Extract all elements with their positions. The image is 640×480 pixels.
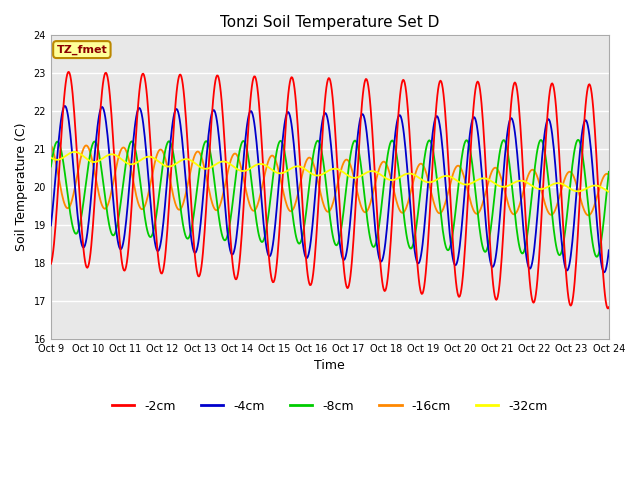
-2cm bbox=[604, 306, 612, 312]
-32cm bbox=[71, 149, 79, 155]
-2cm bbox=[399, 78, 406, 84]
-16cm bbox=[57, 187, 65, 193]
-16cm bbox=[115, 155, 122, 160]
-8cm bbox=[605, 169, 612, 175]
-4cm bbox=[605, 247, 612, 253]
-32cm bbox=[605, 189, 612, 195]
-16cm bbox=[47, 142, 55, 148]
-8cm bbox=[115, 216, 122, 221]
-2cm bbox=[415, 276, 422, 281]
Text: TZ_fmet: TZ_fmet bbox=[56, 45, 108, 55]
Line: -8cm: -8cm bbox=[51, 140, 609, 257]
Legend: -2cm, -4cm, -8cm, -16cm, -32cm: -2cm, -4cm, -8cm, -16cm, -32cm bbox=[107, 395, 553, 418]
-16cm bbox=[398, 210, 406, 216]
-2cm bbox=[65, 69, 72, 75]
-4cm bbox=[415, 260, 422, 266]
-4cm bbox=[399, 120, 406, 126]
-32cm bbox=[415, 175, 422, 180]
Line: -2cm: -2cm bbox=[51, 72, 609, 309]
-2cm bbox=[172, 97, 180, 103]
-2cm bbox=[202, 218, 209, 224]
-16cm bbox=[605, 172, 612, 178]
-2cm bbox=[605, 304, 612, 310]
-4cm bbox=[47, 223, 55, 228]
-8cm bbox=[201, 140, 209, 146]
X-axis label: Time: Time bbox=[314, 360, 345, 372]
-32cm bbox=[202, 166, 209, 172]
Line: -4cm: -4cm bbox=[51, 106, 609, 272]
-32cm bbox=[47, 155, 55, 160]
Title: Tonzi Soil Temperature Set D: Tonzi Soil Temperature Set D bbox=[220, 15, 440, 30]
-4cm bbox=[172, 107, 180, 112]
-8cm bbox=[398, 193, 406, 199]
Y-axis label: Soil Temperature (C): Soil Temperature (C) bbox=[15, 123, 28, 252]
-8cm bbox=[414, 211, 422, 216]
-4cm bbox=[57, 118, 65, 123]
-16cm bbox=[585, 213, 593, 218]
Line: -32cm: -32cm bbox=[51, 152, 609, 192]
-4cm bbox=[600, 269, 608, 275]
Line: -16cm: -16cm bbox=[51, 145, 609, 216]
-32cm bbox=[172, 161, 180, 167]
-8cm bbox=[57, 147, 65, 153]
-8cm bbox=[47, 164, 55, 169]
-2cm bbox=[115, 232, 123, 238]
-8cm bbox=[172, 162, 179, 168]
-16cm bbox=[414, 164, 422, 169]
-4cm bbox=[202, 167, 209, 172]
-2cm bbox=[57, 138, 65, 144]
-16cm bbox=[201, 166, 209, 171]
-8cm bbox=[593, 254, 600, 260]
-16cm bbox=[172, 200, 179, 205]
-4cm bbox=[115, 244, 123, 250]
-8cm bbox=[574, 137, 582, 143]
-32cm bbox=[399, 173, 406, 179]
-32cm bbox=[115, 155, 123, 160]
-4cm bbox=[61, 103, 68, 109]
-32cm bbox=[57, 156, 65, 162]
-2cm bbox=[47, 261, 55, 267]
